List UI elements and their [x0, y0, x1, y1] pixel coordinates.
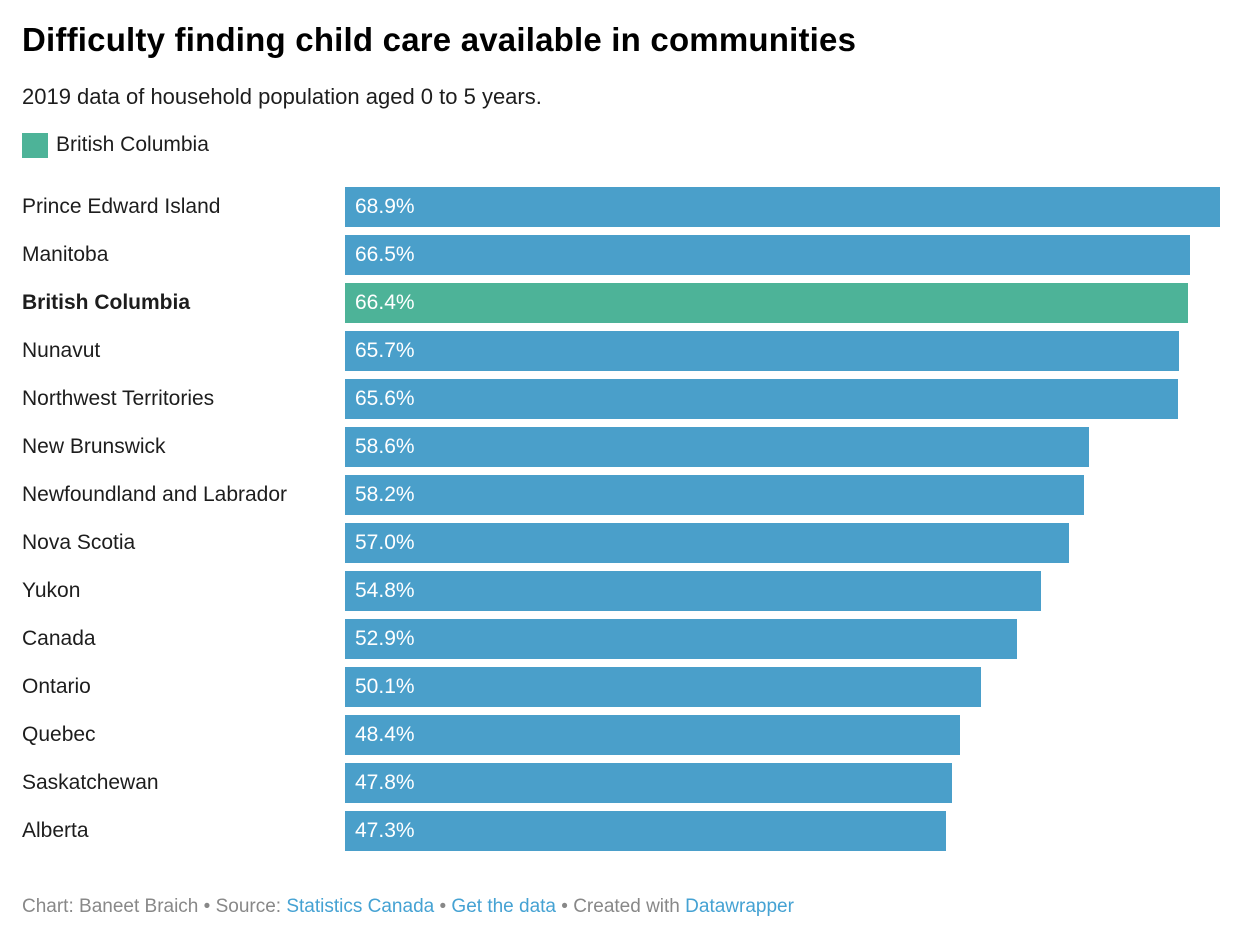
category-label: Alberta: [22, 819, 89, 843]
category-label: Quebec: [22, 723, 96, 747]
bar-row: Quebec 48.4%: [22, 714, 1220, 755]
footer-created-with: • Created with: [556, 895, 686, 917]
bar: 66.5%: [345, 234, 1190, 275]
source-link[interactable]: Statistics Canada: [286, 895, 435, 917]
bar-value-label: 58.2%: [355, 482, 415, 506]
bar-row: Manitoba 66.5%: [22, 234, 1220, 275]
category-label: Prince Edward Island: [22, 195, 221, 219]
category-label: Newfoundland and Labrador: [22, 483, 288, 507]
bar-value-label: 47.8%: [355, 770, 415, 794]
bar-track: 65.6%: [345, 378, 1220, 419]
category-label: Nunavut: [22, 339, 101, 363]
datawrapper-link[interactable]: Datawrapper: [685, 895, 794, 917]
bar: 58.6%: [345, 426, 1090, 467]
bar-value-label: 66.5%: [355, 242, 415, 266]
category-label: Saskatchewan: [22, 771, 159, 795]
category-label: Yukon: [22, 579, 81, 603]
bar-track: 54.8%: [345, 570, 1220, 611]
bar-value-label: 65.7%: [355, 338, 415, 362]
bar-row: Northwest Territories 65.6%: [22, 378, 1220, 419]
footer-separator: •: [434, 895, 452, 917]
bar: 54.8%: [345, 570, 1041, 611]
bar-track: 50.1%: [345, 666, 1220, 707]
bar-track: 52.9%: [345, 618, 1220, 659]
bar: 57.0%: [345, 522, 1069, 563]
category-label: Northwest Territories: [22, 387, 215, 411]
category-label: British Columbia: [22, 291, 191, 315]
bar-row: British Columbia 66.4%: [22, 282, 1220, 323]
bar-track: 66.5%: [345, 234, 1220, 275]
bar-row: Yukon 54.8%: [22, 570, 1220, 611]
bar-value-label: 66.4%: [355, 290, 415, 314]
bar-row: Alberta 47.3%: [22, 810, 1220, 851]
bar-track: 66.4%: [345, 282, 1220, 323]
bar-track: 65.7%: [345, 330, 1220, 371]
category-label: Nova Scotia: [22, 531, 136, 555]
bar-track: 47.8%: [345, 762, 1220, 803]
bar-row: Saskatchewan 47.8%: [22, 762, 1220, 803]
bar-row: Newfoundland and Labrador 58.2%: [22, 474, 1220, 515]
bar-value-label: 50.1%: [355, 674, 415, 698]
bar: 47.3%: [345, 810, 946, 851]
chart-subtitle: 2019 data of household population aged 0…: [22, 83, 542, 109]
footer-prefix: Chart: Baneet Braich • Source:: [22, 895, 287, 917]
bar-track: 47.3%: [345, 810, 1220, 851]
bar-value-label: 52.9%: [355, 626, 415, 650]
bar: 65.7%: [345, 330, 1180, 371]
bar-track: 48.4%: [345, 714, 1220, 755]
bar-track: 58.6%: [345, 426, 1220, 467]
chart-title: Difficulty finding child care available …: [22, 21, 857, 58]
bar-track: 58.2%: [345, 474, 1220, 515]
bar-row: Ontario 50.1%: [22, 666, 1220, 707]
bar-value-label: 48.4%: [355, 722, 415, 746]
bar-value-label: 54.8%: [355, 578, 415, 602]
bar: 50.1%: [345, 666, 982, 707]
bar-row: Nova Scotia 57.0%: [22, 522, 1220, 563]
bar-row: Canada 52.9%: [22, 618, 1220, 659]
bar-value-label: 57.0%: [355, 530, 415, 554]
bar: 58.2%: [345, 474, 1085, 515]
bar-value-label: 47.3%: [355, 818, 415, 842]
bar: 52.9%: [345, 618, 1017, 659]
bar-row: New Brunswick 58.6%: [22, 426, 1220, 467]
bar: 66.4%: [345, 282, 1189, 323]
legend: British Columbia: [22, 132, 1220, 158]
category-label: Ontario: [22, 675, 91, 699]
bar: 48.4%: [345, 714, 960, 755]
bar-chart: Prince Edward Island 68.9% Manitoba 66.5…: [22, 186, 1220, 851]
get-the-data-link[interactable]: Get the data: [451, 895, 556, 917]
legend-label: British Columbia: [56, 133, 209, 157]
bar-row: Nunavut 65.7%: [22, 330, 1220, 371]
legend-swatch: [22, 132, 48, 158]
bar-value-label: 58.6%: [355, 434, 415, 458]
bar-value-label: 65.6%: [355, 386, 415, 410]
bar-track: 57.0%: [345, 522, 1220, 563]
bar-value-label: 68.9%: [355, 194, 415, 218]
category-label: Manitoba: [22, 243, 109, 267]
footer-byline: Chart: Baneet Braich • Source: Statistic…: [22, 896, 1220, 918]
bar: 47.8%: [345, 762, 953, 803]
bar-row: Prince Edward Island 68.9%: [22, 186, 1220, 227]
category-label: Canada: [22, 627, 96, 651]
bar: 68.9%: [345, 186, 1220, 227]
category-label: New Brunswick: [22, 435, 166, 459]
bar: 65.6%: [345, 378, 1179, 419]
bar-track: 68.9%: [345, 186, 1220, 227]
